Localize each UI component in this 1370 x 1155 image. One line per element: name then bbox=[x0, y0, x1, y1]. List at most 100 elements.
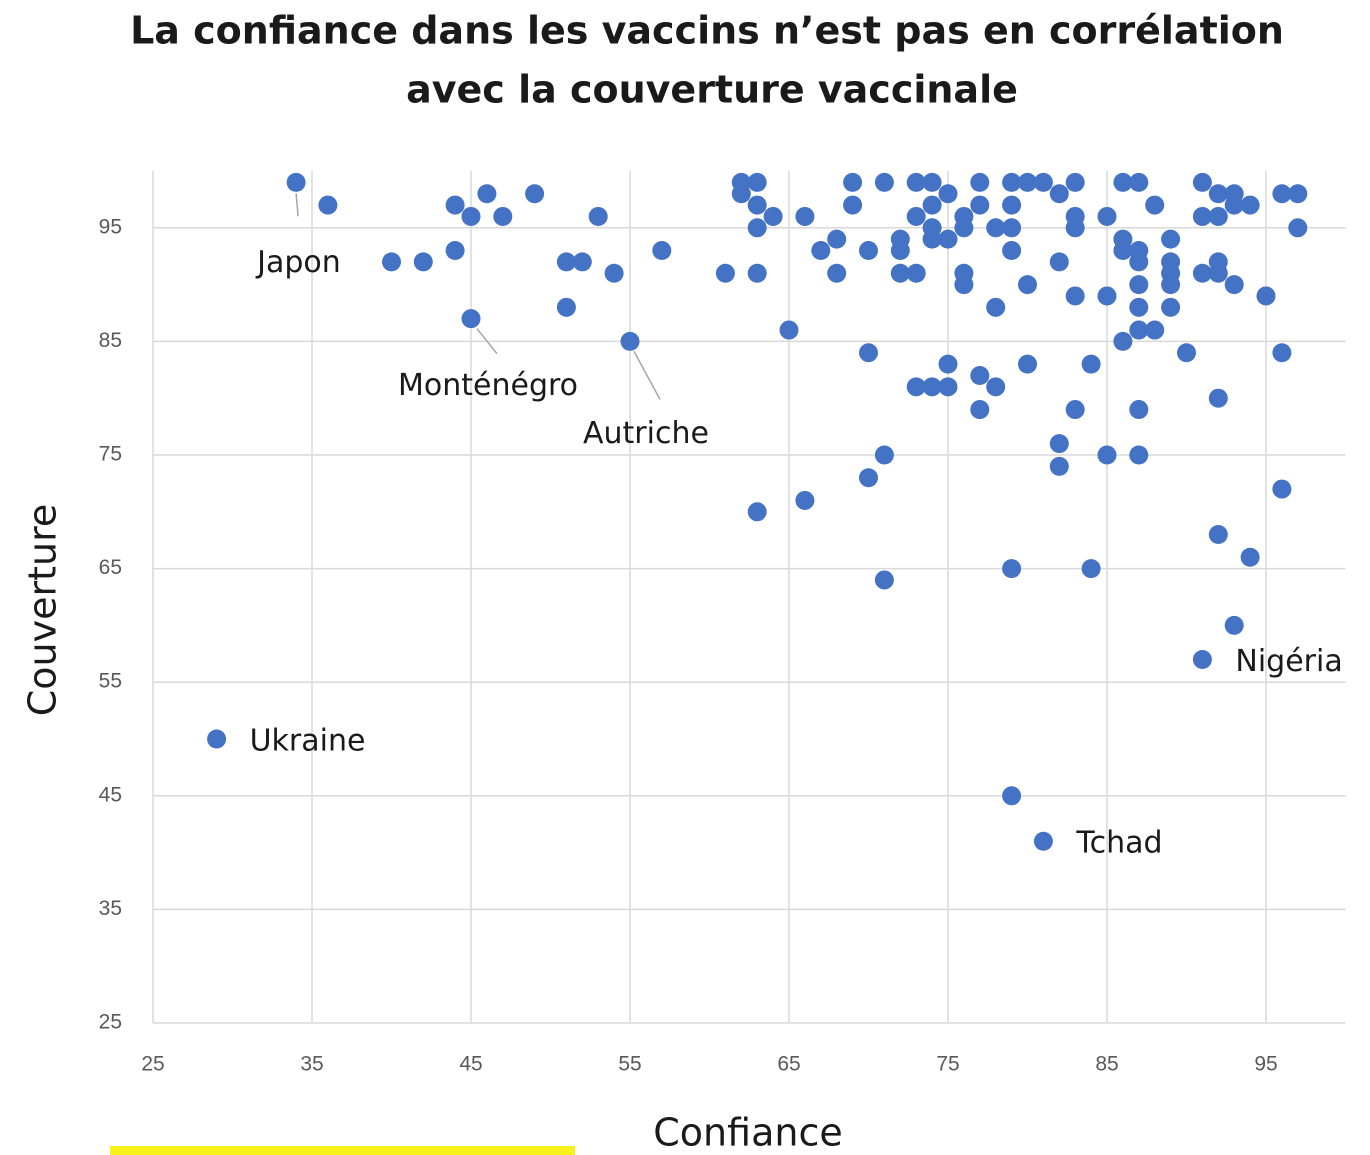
point-label: Autriche bbox=[583, 416, 709, 451]
point-label: Tchad bbox=[1075, 826, 1162, 861]
x-tick-label: 45 bbox=[459, 1053, 482, 1076]
point bbox=[986, 297, 1006, 317]
leader-line bbox=[633, 351, 661, 400]
point bbox=[382, 252, 401, 272]
point bbox=[1065, 172, 1085, 192]
point bbox=[1161, 275, 1181, 295]
point bbox=[890, 241, 910, 261]
point bbox=[922, 377, 942, 397]
point bbox=[938, 229, 958, 249]
point bbox=[1065, 400, 1085, 420]
point bbox=[318, 195, 338, 215]
y-tick-label: 45 bbox=[99, 783, 122, 806]
point bbox=[986, 377, 1006, 397]
y-tick-label: 25 bbox=[99, 1011, 122, 1034]
point bbox=[1033, 831, 1053, 851]
y-tick-label: 55 bbox=[99, 670, 122, 693]
point bbox=[763, 206, 783, 226]
point bbox=[843, 172, 863, 192]
point bbox=[906, 377, 926, 397]
point bbox=[795, 206, 815, 226]
point bbox=[1192, 172, 1212, 192]
point bbox=[938, 377, 958, 397]
point bbox=[525, 184, 545, 204]
point bbox=[906, 206, 926, 226]
point-label: Monténégro bbox=[398, 368, 578, 403]
point bbox=[859, 241, 878, 261]
point bbox=[747, 195, 767, 215]
point bbox=[874, 172, 894, 192]
point bbox=[1129, 275, 1149, 295]
y-tick-label: 65 bbox=[99, 556, 122, 579]
point bbox=[954, 218, 974, 238]
point bbox=[890, 263, 910, 283]
point bbox=[1192, 206, 1212, 226]
point bbox=[1240, 547, 1260, 567]
point bbox=[954, 275, 974, 295]
point bbox=[588, 206, 608, 226]
point bbox=[477, 184, 497, 204]
x-axis-label: Confiance bbox=[653, 1111, 842, 1155]
point bbox=[922, 172, 942, 192]
point bbox=[1256, 286, 1276, 306]
point bbox=[620, 331, 640, 351]
point bbox=[445, 241, 465, 261]
point bbox=[572, 252, 592, 272]
point bbox=[1192, 649, 1212, 669]
point bbox=[1145, 195, 1165, 215]
point bbox=[1049, 184, 1069, 204]
point bbox=[1129, 400, 1149, 420]
point bbox=[1049, 456, 1069, 476]
point bbox=[286, 172, 306, 192]
point bbox=[731, 184, 751, 204]
point bbox=[874, 570, 894, 590]
point bbox=[556, 252, 576, 272]
point-label: Japon bbox=[255, 245, 341, 280]
point bbox=[827, 229, 847, 249]
point bbox=[859, 468, 878, 488]
point bbox=[1129, 320, 1149, 340]
point bbox=[1097, 445, 1117, 465]
point bbox=[1097, 206, 1117, 226]
point bbox=[1224, 615, 1244, 635]
point bbox=[1129, 297, 1149, 317]
point bbox=[1002, 241, 1022, 261]
point bbox=[1049, 434, 1069, 454]
point bbox=[1081, 354, 1101, 374]
point bbox=[1113, 241, 1133, 261]
point bbox=[1208, 184, 1228, 204]
point bbox=[1097, 286, 1117, 306]
point bbox=[1161, 297, 1181, 317]
point bbox=[1081, 559, 1101, 579]
point-label: Ukraine bbox=[250, 724, 366, 759]
point bbox=[556, 297, 576, 317]
point bbox=[906, 263, 926, 283]
point bbox=[747, 218, 767, 238]
y-tick-label: 85 bbox=[99, 329, 122, 352]
y-tick-label: 95 bbox=[99, 215, 122, 238]
point bbox=[1177, 343, 1196, 363]
x-tick-label: 95 bbox=[1254, 1053, 1277, 1076]
point bbox=[1161, 229, 1181, 249]
point bbox=[1113, 331, 1133, 351]
point bbox=[1224, 195, 1244, 215]
point bbox=[938, 354, 958, 374]
point bbox=[811, 241, 831, 261]
point bbox=[493, 206, 513, 226]
leader-line bbox=[476, 328, 498, 355]
point bbox=[1018, 275, 1037, 295]
x-tick-label: 65 bbox=[777, 1053, 800, 1076]
point bbox=[1065, 286, 1085, 306]
point bbox=[1002, 218, 1022, 238]
point bbox=[859, 343, 878, 363]
point bbox=[445, 195, 465, 215]
point bbox=[604, 263, 624, 283]
point bbox=[1065, 218, 1085, 238]
point bbox=[906, 172, 926, 192]
point bbox=[652, 241, 672, 261]
point-label: Nigéria bbox=[1235, 644, 1342, 679]
point bbox=[1049, 252, 1069, 272]
point bbox=[1272, 479, 1292, 499]
chart-title: avec la couverture vaccinale bbox=[406, 68, 1018, 112]
x-tick-label: 75 bbox=[936, 1053, 959, 1076]
